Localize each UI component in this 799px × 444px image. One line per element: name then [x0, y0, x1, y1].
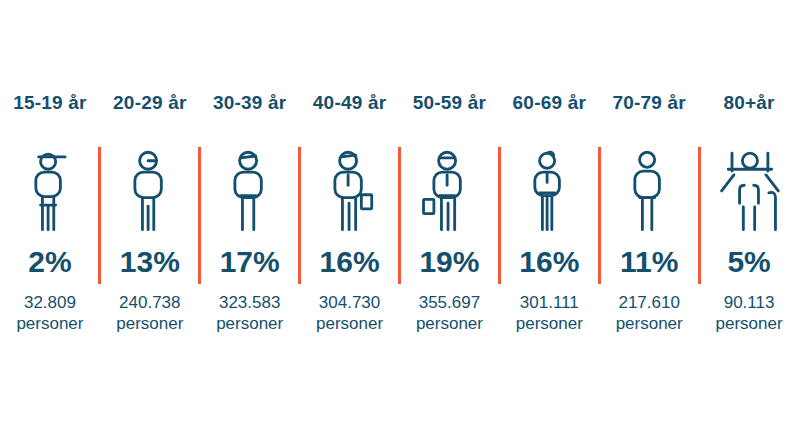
age-group-label: 80+år [723, 92, 774, 114]
age-group-column: 30-39 år 17% 323.583 personer [200, 0, 300, 444]
count-number: 355.697 [419, 293, 480, 312]
age-group-label: 40-49 år [313, 92, 386, 114]
count-number: 240.738 [119, 293, 180, 312]
percent-value: 2% [28, 244, 71, 280]
count-unit-label: personer [316, 314, 383, 333]
age-group-label: 20-29 år [113, 92, 186, 114]
age-group-label: 50-59 år [413, 92, 486, 114]
count-unit-label: personer [616, 314, 683, 333]
count-unit-label: personer [416, 314, 483, 333]
percent-value: 11% [620, 244, 678, 280]
count-value: 301.111 personer [516, 292, 583, 334]
icon-wrap [715, 145, 783, 239]
icon-wrap [316, 145, 384, 239]
count-value: 32.809 personer [16, 292, 83, 334]
icon-wrap [615, 145, 683, 239]
count-number: 32.809 [24, 293, 76, 312]
count-value: 240.738 personer [116, 292, 183, 334]
percent-value: 13% [120, 244, 180, 280]
person-in-wheelchair-icon [715, 145, 783, 235]
age-group-label: 15-19 år [13, 92, 86, 114]
count-number: 217.610 [618, 293, 679, 312]
age-group-label: 70-79 år [612, 92, 685, 114]
age-group-column: 15-19 år 2% 32.809 personer [0, 0, 100, 444]
age-distribution-infographic: 15-19 år 2% 32.809 personer 20-29 år 13%… [0, 0, 799, 444]
count-unit-label: personer [216, 314, 283, 333]
count-value: 90.113 personer [716, 292, 783, 334]
count-unit-label: personer [16, 314, 83, 333]
count-unit-label: personer [716, 314, 783, 333]
person-teen-cap-icon [16, 145, 84, 235]
count-unit-label: personer [116, 314, 183, 333]
percent-value: 5% [727, 244, 770, 280]
person-with-briefcase-icon [316, 145, 384, 235]
count-value: 304.730 personer [316, 292, 383, 334]
person-elderly-icon [615, 145, 683, 235]
columns: 15-19 år 2% 32.809 personer 20-29 år 13%… [0, 0, 799, 444]
age-group-column: 40-49 år 16% 304.730 personer [300, 0, 400, 444]
age-group-column: 50-59 år 19% 355.697 personer [400, 0, 500, 444]
count-unit-label: personer [516, 314, 583, 333]
person-young-adult-icon [116, 145, 184, 235]
age-group-label: 30-39 år [213, 92, 286, 114]
count-value: 355.697 personer [416, 292, 483, 334]
person-senior-icon [515, 145, 583, 235]
percent-value: 19% [419, 244, 479, 280]
age-group-column: 20-29 år 13% 240.738 personer [100, 0, 200, 444]
person-adult-icon [216, 145, 284, 235]
percent-value: 16% [519, 244, 579, 280]
icon-wrap [515, 145, 583, 239]
count-number: 90.113 [724, 293, 775, 312]
count-value: 323.583 personer [216, 292, 283, 334]
icon-wrap [116, 145, 184, 239]
count-number: 301.111 [520, 293, 579, 312]
age-group-column: 60-69 år 16% 301.111 personer [499, 0, 599, 444]
age-group-column: 80+år 5% 90.113 personer [699, 0, 799, 444]
person-with-bag-icon [415, 145, 483, 235]
count-number: 304.730 [319, 293, 380, 312]
age-group-label: 60-69 år [513, 92, 586, 114]
count-number: 323.583 [219, 293, 280, 312]
count-value: 217.610 personer [616, 292, 683, 334]
percent-value: 16% [320, 244, 380, 280]
icon-wrap [16, 145, 84, 239]
icon-wrap [415, 145, 483, 239]
age-group-column: 70-79 år 11% 217.610 personer [599, 0, 699, 444]
percent-value: 17% [220, 244, 280, 280]
icon-wrap [216, 145, 284, 239]
